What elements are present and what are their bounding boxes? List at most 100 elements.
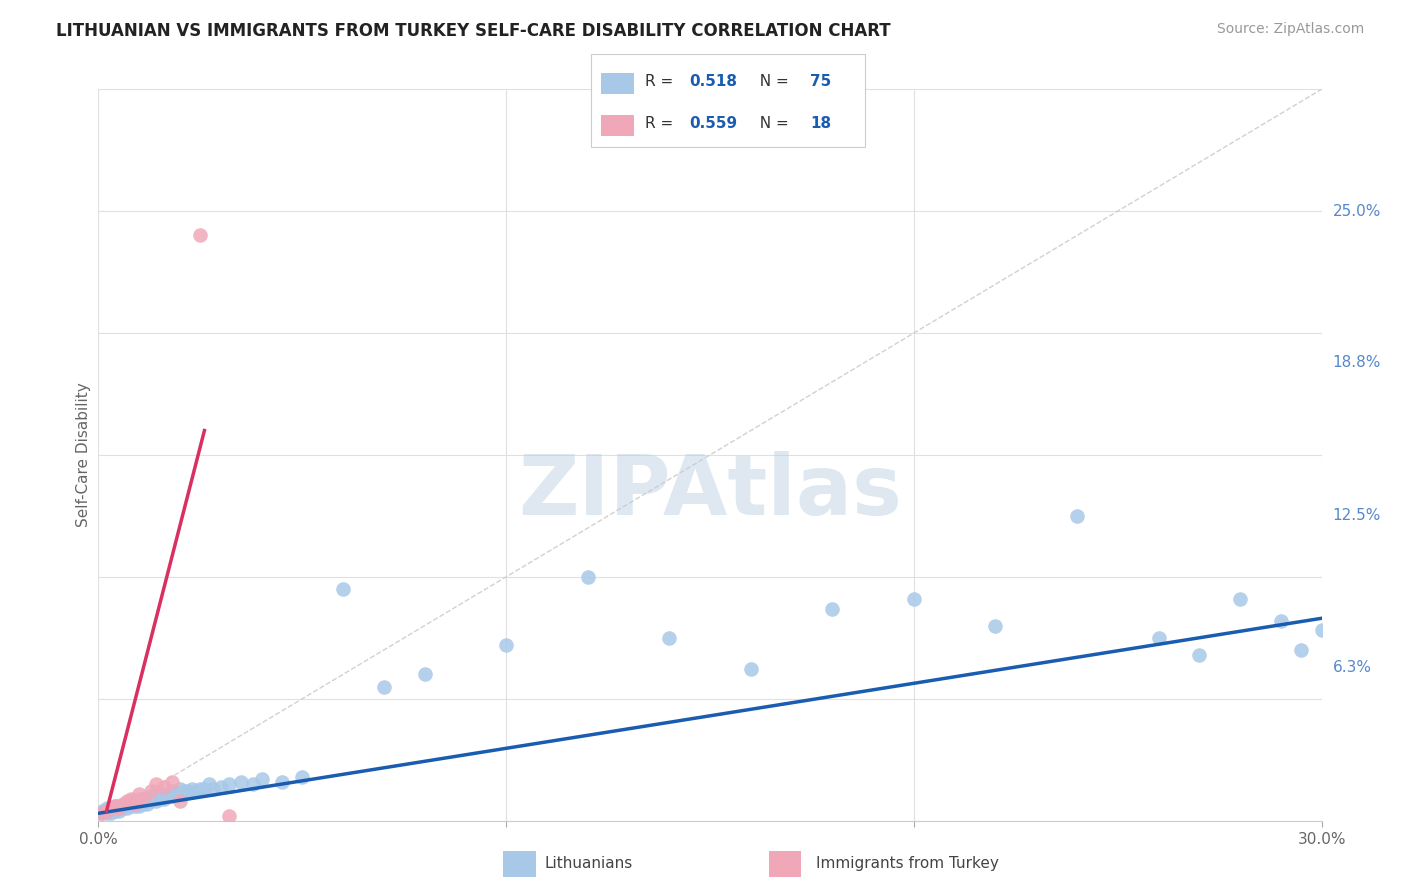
Text: 25.0%: 25.0% <box>1333 203 1381 219</box>
Point <box>120 799 142 814</box>
Point <box>1270 614 1292 628</box>
Point <box>128 799 150 814</box>
Point <box>231 774 253 789</box>
Point <box>132 797 155 811</box>
Point <box>100 801 122 815</box>
Point <box>96 804 118 818</box>
Text: 18: 18 <box>810 116 831 131</box>
Point <box>128 791 150 805</box>
Point <box>124 797 146 811</box>
Text: 18.8%: 18.8% <box>1333 355 1381 370</box>
Point <box>141 794 163 808</box>
Point <box>160 774 183 789</box>
Point <box>100 806 122 821</box>
Point <box>181 781 204 796</box>
Text: 0.559: 0.559 <box>689 116 737 131</box>
Point <box>100 801 122 815</box>
Point <box>218 777 240 791</box>
Point <box>108 801 131 815</box>
Point <box>115 797 138 811</box>
Point <box>160 789 183 804</box>
Point <box>173 784 195 798</box>
Point <box>91 806 114 821</box>
Point <box>132 791 155 805</box>
Point <box>111 801 134 815</box>
Point <box>373 680 395 694</box>
Point <box>160 784 183 798</box>
Point <box>141 784 163 798</box>
Point <box>91 806 114 821</box>
Point <box>1291 643 1313 657</box>
Text: R =: R = <box>645 74 679 89</box>
Point <box>152 791 174 805</box>
Point <box>1147 631 1170 645</box>
Point <box>169 794 191 808</box>
Text: ZIPAtlas: ZIPAtlas <box>517 451 903 532</box>
Point <box>169 787 191 801</box>
Point <box>120 797 142 811</box>
Point <box>495 638 517 652</box>
Point <box>209 780 232 794</box>
Point <box>104 804 127 818</box>
Point <box>156 789 179 804</box>
Point <box>120 794 142 808</box>
Text: 12.5%: 12.5% <box>1333 508 1381 524</box>
Point <box>201 781 224 796</box>
Point <box>108 804 131 818</box>
Point <box>115 794 138 808</box>
Point <box>96 801 118 815</box>
Point <box>100 804 122 818</box>
Bar <box>602 73 634 94</box>
Point <box>120 791 142 805</box>
Point <box>1188 648 1211 662</box>
Point <box>186 784 208 798</box>
Point <box>193 781 215 796</box>
Point <box>291 770 314 784</box>
Point <box>152 780 174 794</box>
Text: LITHUANIAN VS IMMIGRANTS FROM TURKEY SELF-CARE DISABILITY CORRELATION CHART: LITHUANIAN VS IMMIGRANTS FROM TURKEY SEL… <box>56 22 891 40</box>
Text: 0.518: 0.518 <box>689 74 737 89</box>
Point <box>124 794 146 808</box>
Point <box>111 799 134 814</box>
Point <box>658 631 681 645</box>
Point <box>821 601 844 615</box>
Point <box>108 801 131 815</box>
Point <box>188 781 212 796</box>
Text: Lithuanians: Lithuanians <box>544 855 633 871</box>
Point <box>332 582 354 596</box>
Point <box>145 794 167 808</box>
Point <box>250 772 273 787</box>
Point <box>152 787 174 801</box>
Point <box>165 787 187 801</box>
Text: 6.3%: 6.3% <box>1333 659 1372 674</box>
Point <box>91 804 114 818</box>
Point <box>984 618 1007 632</box>
Point <box>242 777 264 791</box>
Point <box>96 804 118 818</box>
Point <box>270 774 294 789</box>
Point <box>136 791 159 805</box>
Point <box>169 781 191 796</box>
Point <box>149 787 172 801</box>
Text: 75: 75 <box>810 74 831 89</box>
Point <box>104 801 127 815</box>
Bar <box>769 851 801 877</box>
Point <box>1229 591 1251 606</box>
Text: Immigrants from Turkey: Immigrants from Turkey <box>815 855 998 871</box>
FancyBboxPatch shape <box>591 54 865 147</box>
Point <box>108 799 131 814</box>
Bar <box>602 115 634 136</box>
Point <box>197 777 219 791</box>
Text: N =: N = <box>749 74 793 89</box>
Bar <box>503 851 536 877</box>
Text: R =: R = <box>645 116 679 131</box>
Point <box>124 799 146 814</box>
Text: Source: ZipAtlas.com: Source: ZipAtlas.com <box>1216 22 1364 37</box>
Point <box>132 791 155 805</box>
Point <box>218 809 240 823</box>
Point <box>1066 508 1088 523</box>
Point <box>104 799 127 814</box>
Point <box>576 570 599 584</box>
Point <box>413 667 436 681</box>
Point <box>903 591 925 606</box>
